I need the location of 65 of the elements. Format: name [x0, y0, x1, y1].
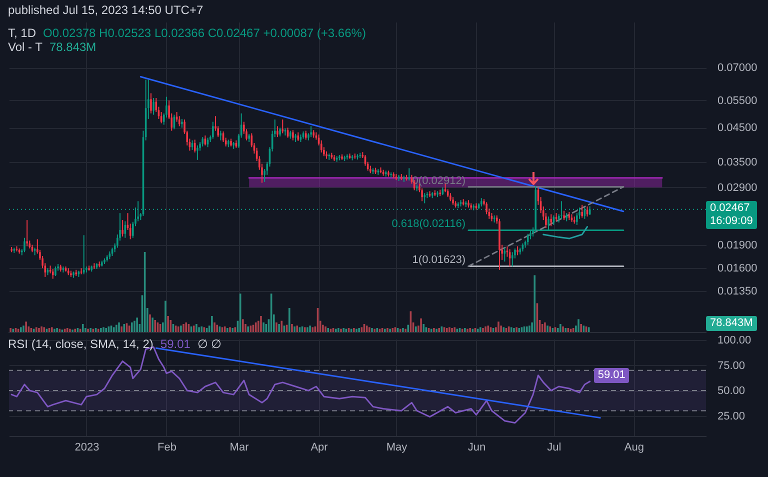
x-tick-label: Jun [468, 442, 486, 454]
candlestick [486, 202, 488, 215]
y-tick-label: 100.00 [718, 334, 752, 347]
candlestick [282, 119, 284, 134]
y-tick-label: 0.07000 [718, 62, 758, 74]
x-tick-label: Mar [230, 442, 250, 454]
candlestick [563, 210, 565, 221]
line-series [542, 226, 588, 240]
y-tick-label: 25.00 [718, 410, 746, 422]
candlestick [24, 237, 26, 253]
chart-title: T, 1D [8, 26, 36, 40]
y-tick-label: 0.01900 [718, 239, 758, 252]
candlestick [150, 92, 152, 114]
series-label: 0(0.02912) [412, 174, 466, 187]
candlestick [196, 144, 198, 160]
data-label: 59.01 [598, 369, 626, 382]
candlestick [202, 136, 204, 147]
x-tick-label: Jul [547, 442, 562, 454]
chart-title: RSI (14, close, SMA, 14, 2) [8, 337, 154, 351]
y-tick-label: 0.05500 [718, 94, 758, 107]
candlestick [560, 200, 562, 220]
series-label: 0.618(0.02116) [392, 218, 466, 230]
candlestick [152, 98, 154, 116]
y-tick-label: 50.00 [718, 385, 746, 398]
candlestick [526, 233, 529, 246]
candlestick [550, 214, 552, 227]
candlestick [52, 268, 54, 280]
candlestick [178, 116, 180, 127]
y-tick-label: 0.02900 [718, 182, 758, 194]
candlestick [424, 192, 426, 204]
text: published Jul 15, 2023 14:50 UTC+7 [8, 3, 204, 17]
y-tick-label: 0.04500 [718, 122, 758, 134]
ref-line-label: 0.02467 [710, 202, 751, 216]
candlestick [504, 247, 506, 262]
candlestick [276, 126, 278, 138]
y-tick-label: 75.00 [718, 360, 746, 372]
candlestick [82, 234, 85, 275]
candlestick [581, 204, 583, 218]
candlestick [54, 266, 56, 277]
text: 78.843M [710, 317, 753, 330]
y-tick-label: 0.01350 [718, 286, 758, 298]
x-tick-label: Apr [310, 442, 328, 454]
y-tick-label: 0.03500 [718, 156, 758, 168]
x-tick-label: 2023 [74, 442, 100, 454]
candlestick [122, 220, 124, 238]
candlestick [26, 220, 28, 247]
candlestick [292, 130, 294, 141]
chart-title: Vol - T [8, 40, 42, 54]
candlestick [408, 168, 410, 182]
x-tick-label: May [386, 442, 408, 454]
candlestick [176, 112, 178, 122]
x-tick-label: Feb [157, 442, 176, 454]
series-label: 1(0.01623) [412, 254, 466, 266]
candlestick [310, 126, 312, 138]
y-tick-label: 0.01600 [718, 262, 758, 275]
annotation: ∅ ∅ [197, 337, 221, 351]
candlestick [421, 188, 423, 202]
text: 16:09:09 [710, 215, 753, 228]
x-tick-label: Aug [624, 442, 644, 454]
candlestick [212, 121, 214, 140]
candlestick [511, 252, 514, 267]
text: 78.843M [49, 40, 96, 54]
chart-subtitle: O0.02378 H0.02523 L0.02366 C0.02467 +0.00087 (+3.66%) [43, 26, 366, 40]
text: 59.01 [160, 337, 190, 351]
candlestick [194, 139, 196, 153]
